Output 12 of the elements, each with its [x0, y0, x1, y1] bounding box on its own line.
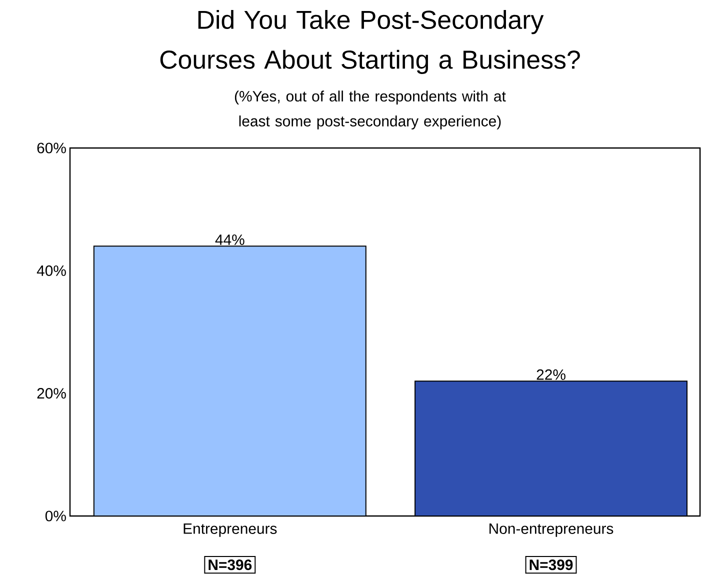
y-tick-label: 40% — [36, 265, 66, 276]
chart-subtitle: (%Yes, out of all the respondents with at least some post-secondary experience) — [234, 90, 506, 130]
data-label: 22% — [536, 369, 566, 380]
text: N=396 — [208, 560, 252, 570]
y-tick-label: 20% — [37, 388, 66, 399]
text: N=399 — [530, 560, 573, 570]
y-tick-label: 60% — [37, 142, 66, 154]
x-tick-label: Entrepreneurs — [184, 524, 277, 537]
chart-title: Did You Take Post-Secondary Courses About Starting a Business? — [160, 10, 580, 74]
y-tick-label: 0% — [45, 510, 66, 522]
x-tick-label: Non-entrepreneurs — [490, 524, 614, 537]
data-label: 44% — [215, 234, 244, 245]
